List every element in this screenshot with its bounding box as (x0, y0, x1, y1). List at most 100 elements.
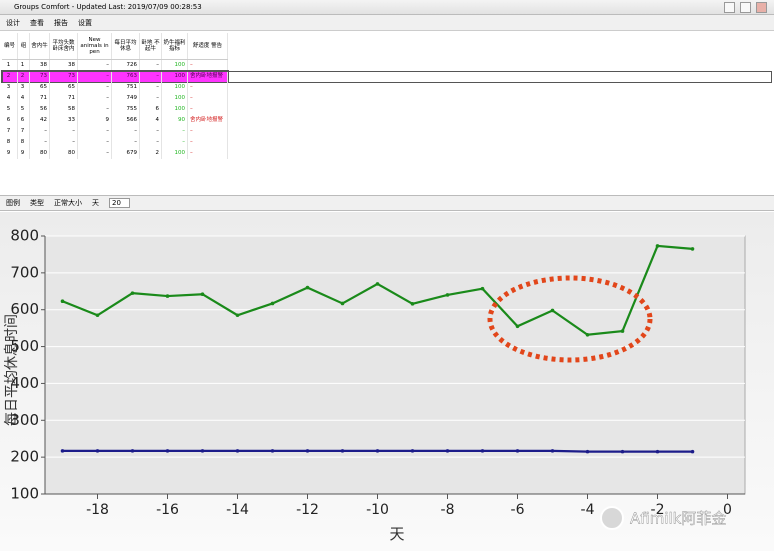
table-cell: – (188, 93, 228, 104)
chart-toolbar-item[interactable]: 20 (109, 198, 130, 208)
table-row[interactable]: 5 5 56 58–755 6 100– (2, 104, 228, 115)
table-cell: 73 (50, 71, 78, 82)
column-header[interactable]: 奶牛福利 指标 (162, 33, 188, 59)
data-point (95, 449, 100, 453)
table-cell: 679 (112, 148, 140, 159)
y-tick-label: 500 (10, 337, 39, 355)
table-cell: – (50, 137, 78, 148)
table-cell: – (78, 148, 112, 159)
column-header[interactable]: New animals in pen (78, 33, 112, 59)
x-tick-label: -2 (651, 502, 665, 518)
data-point (690, 247, 695, 251)
data-point (60, 299, 65, 304)
data-point (515, 324, 520, 329)
table-cell: 1 (18, 60, 30, 71)
table-row[interactable]: 6 6 42 33 9 566 4 90 舍内卧地报警 (2, 115, 228, 126)
data-point (550, 449, 555, 453)
watermark-icon (600, 506, 624, 530)
y-tick-label: 700 (10, 263, 39, 281)
table-cell: – (162, 137, 188, 148)
column-header[interactable]: 编号 (2, 33, 18, 59)
table-row[interactable]: 9 9 80 80–679 2 100– (2, 148, 228, 159)
table-cell: 65 (30, 82, 50, 93)
chart-toolbar-item[interactable]: 正常大小 (54, 199, 82, 207)
data-point (270, 301, 275, 306)
table-cell: 5 (18, 104, 30, 115)
table-cell: 7 (2, 126, 18, 137)
table-cell: 58 (50, 104, 78, 115)
table-cell: 2 (2, 71, 18, 82)
table-cell: 751 (112, 82, 140, 93)
table-cell: 71 (30, 93, 50, 104)
column-header[interactable]: 舍内牛 (30, 33, 50, 59)
toolbar-button[interactable]: 查看 (30, 18, 44, 27)
table-cell: – (78, 126, 112, 137)
table-cell: – (78, 60, 112, 71)
table-cell: 33 (50, 115, 78, 126)
table-cell: – (188, 148, 228, 159)
table-cell: 2 (140, 148, 162, 159)
table-row[interactable]: 4 4 71 71–749–100– (2, 93, 228, 104)
table-row[interactable]: 2 2 73 73–763–100 舍内卧地报警 (1, 70, 772, 83)
toolbar-button[interactable]: 设计 (6, 18, 20, 27)
chart-toolbar-item[interactable]: 图例 (6, 199, 20, 207)
table-cell: 6 (2, 115, 18, 126)
data-point (165, 449, 170, 453)
column-header[interactable]: 舒适度 警告 (188, 33, 228, 59)
table-cell: – (78, 104, 112, 115)
column-header[interactable]: 卧地 不起牛 (140, 33, 162, 59)
minimize-button[interactable] (724, 2, 735, 13)
column-header[interactable]: 组 (18, 33, 30, 59)
table-cell: 9 (18, 148, 30, 159)
table-cell: – (140, 93, 162, 104)
x-tick-label: -8 (441, 502, 455, 518)
table-cell: 726 (112, 60, 140, 71)
table-cell: 566 (112, 115, 140, 126)
table-cell: 9 (78, 115, 112, 126)
data-point (410, 449, 415, 453)
table-cell: 5 (2, 104, 18, 115)
table-cell: 100 (162, 82, 188, 93)
data-point (305, 285, 310, 290)
column-header[interactable]: 平均头数 卧床舍内 (50, 33, 78, 59)
table-cell: – (140, 71, 162, 82)
table-cell: 100 (162, 104, 188, 115)
chart: 天 每日平均休息时间 100 200 300 400 500 600 700 800 -18 -1… (0, 212, 774, 551)
table-row[interactable]: 7 7– – – – – – – (2, 126, 228, 137)
table-row[interactable]: 1 1 38 38–726–100– (2, 60, 228, 71)
x-tick-label: -12 (296, 502, 319, 518)
chart-toolbar-item[interactable]: 天 (92, 199, 99, 207)
table-cell: 4 (2, 93, 18, 104)
chart-toolbar-item[interactable]: 类型 (30, 199, 44, 207)
data-point (235, 313, 240, 318)
watermark: Afimilk阿菲金 (630, 510, 726, 528)
x-tick-label: -10 (366, 502, 389, 518)
table-cell: – (112, 126, 140, 137)
data-point (270, 449, 275, 453)
table-cell: – (112, 137, 140, 148)
table-row[interactable]: 8 8– – – – – – – (2, 137, 228, 148)
data-point (480, 449, 485, 453)
toolbar-button[interactable]: 设置 (78, 18, 92, 27)
table-cell: – (78, 137, 112, 148)
maximize-button[interactable] (740, 2, 751, 13)
y-tick-label: 200 (10, 448, 39, 466)
table-cell: – (140, 126, 162, 137)
table-cell: – (162, 126, 188, 137)
y-tick-label: 600 (10, 300, 39, 318)
column-header[interactable]: 每日平均 休息 (112, 33, 140, 59)
toolbar-button[interactable]: 报告 (54, 18, 68, 27)
data-point (130, 449, 135, 453)
table-cell: 71 (50, 93, 78, 104)
data-point (165, 294, 170, 298)
table-cell: 3 (2, 82, 18, 93)
x-tick-label: -18 (86, 502, 109, 518)
table-row[interactable]: 3 3 65 65–751–100– (2, 82, 228, 93)
table-cell: 8 (2, 137, 18, 148)
data-point (340, 449, 345, 453)
close-button[interactable] (756, 2, 767, 13)
table-cell: 42 (30, 115, 50, 126)
x-tick-label: -4 (581, 502, 595, 518)
table-cell: 749 (112, 93, 140, 104)
data-point (690, 449, 695, 454)
